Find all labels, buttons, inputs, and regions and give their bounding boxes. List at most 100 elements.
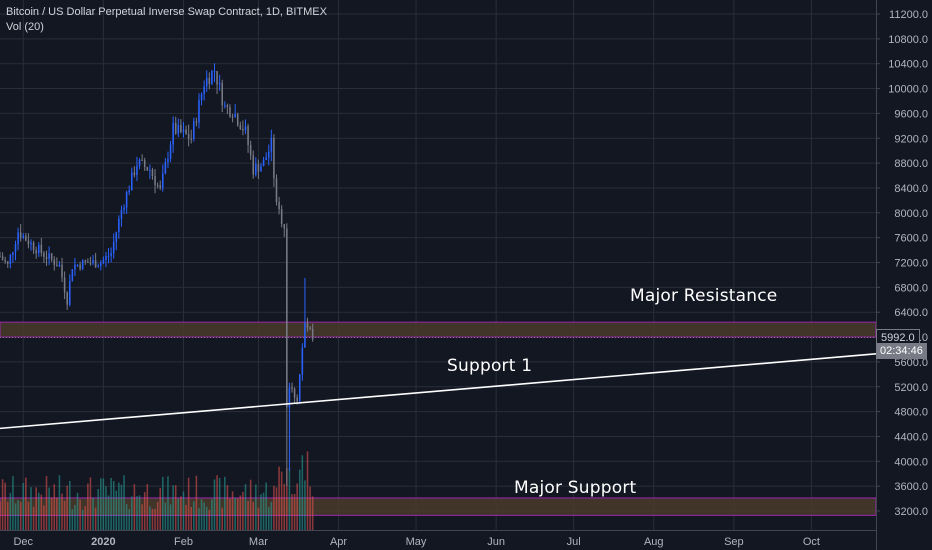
- price-tick-label: 5200.0: [894, 382, 928, 394]
- candle-body: [136, 165, 138, 176]
- volume-bar: [275, 487, 278, 530]
- volume-bar: [252, 502, 255, 530]
- candle-body: [236, 114, 239, 126]
- candle-body: [84, 260, 87, 262]
- volume-indicator-label[interactable]: Vol (20): [6, 21, 44, 33]
- candle-body: [172, 122, 174, 145]
- volume-bar: [306, 451, 309, 530]
- candle-body: [180, 124, 182, 133]
- volume-bar: [293, 493, 296, 530]
- volume-bar: [185, 505, 187, 530]
- volume-bar: [97, 488, 99, 530]
- volume-bar: [180, 496, 182, 530]
- candle-body: [131, 172, 133, 191]
- candle-body: [30, 242, 32, 245]
- volume-bar: [131, 496, 133, 530]
- candle-body: [35, 250, 37, 254]
- candle-body: [304, 323, 306, 348]
- volume-bar: [100, 478, 102, 530]
- volume-bar: [203, 502, 205, 530]
- candle-body: [43, 252, 45, 257]
- candle-body: [234, 114, 236, 117]
- candle-body: [102, 259, 105, 264]
- volume-bar: [48, 487, 50, 530]
- candle-body: [58, 264, 61, 267]
- support-1-trendline: [0, 353, 877, 430]
- candle-body: [162, 173, 164, 189]
- volume-bar: [74, 504, 76, 530]
- volume-bar: [149, 506, 151, 530]
- volume-bar: [37, 492, 40, 530]
- candle-body: [260, 166, 262, 172]
- volume-bar: [229, 498, 231, 530]
- price-zone: [0, 321, 877, 338]
- candle-body: [221, 83, 224, 106]
- volume-bar: [141, 504, 143, 530]
- last-price-tag: 5992.0: [876, 329, 920, 345]
- volume-bar: [125, 504, 128, 530]
- time-axis[interactable]: Dec 2020 Feb Mar Apr May Jun Jul Aug Sep Oct: [0, 530, 876, 549]
- volume-bar: [226, 485, 229, 530]
- volume-bar: [267, 507, 270, 530]
- candle-body: [273, 137, 275, 179]
- candle-body: [244, 126, 247, 131]
- volume-bar: [286, 468, 288, 530]
- candle-body: [239, 125, 242, 130]
- candle-body: [226, 105, 229, 107]
- price-tick-label: 6800.0: [894, 282, 928, 294]
- price-tick-label: 8800.0: [894, 158, 928, 170]
- candle-body: [40, 244, 43, 253]
- volume-bar: [110, 477, 112, 530]
- volume-bar: [81, 509, 84, 530]
- volume-bar: [107, 495, 110, 530]
- candle-body: [125, 192, 128, 208]
- candle-body: [149, 169, 151, 171]
- candle-body: [37, 244, 40, 254]
- volume-bar: [40, 494, 43, 530]
- candle-body: [9, 255, 12, 264]
- volume-bar: [58, 475, 61, 530]
- candle-body: [293, 388, 296, 398]
- candle-body: [100, 263, 102, 267]
- candle-body: [128, 190, 130, 193]
- volume-bar: [143, 492, 146, 530]
- volume-bar: [50, 497, 53, 530]
- candle-body: [193, 121, 195, 139]
- volume-bar: [195, 475, 198, 530]
- price-tick-label: 10000.0: [888, 84, 928, 96]
- volume-bar: [216, 475, 218, 530]
- price-tick-label: 4400.0: [894, 431, 928, 443]
- time-tick-label: Mar: [249, 536, 268, 548]
- candle-body: [79, 264, 81, 269]
- volume-bar: [224, 476, 226, 530]
- candle-body: [110, 253, 112, 256]
- volume-bar: [247, 501, 249, 530]
- candle-body: [151, 169, 154, 177]
- candle-body: [156, 185, 159, 187]
- volume-bar: [66, 485, 68, 530]
- candle-body: [63, 277, 66, 293]
- volume-bar: [133, 484, 136, 530]
- volume-bar: [79, 499, 81, 530]
- candle-body: [32, 242, 35, 251]
- candle-body: [118, 218, 120, 233]
- candle-body: [229, 106, 231, 117]
- candle-body: [71, 269, 74, 281]
- candle-body: [4, 260, 6, 262]
- candle-body: [252, 155, 255, 175]
- time-tick-label: Feb: [174, 536, 193, 548]
- volume-bar: [177, 498, 180, 530]
- candle-body: [146, 167, 149, 171]
- candle-body: [25, 235, 27, 241]
- price-tick-label: 3200.0: [894, 506, 928, 518]
- volume-bar: [208, 509, 211, 530]
- volume-bar: [162, 476, 164, 530]
- candle-body: [174, 122, 177, 134]
- time-tick-label: Apr: [330, 536, 347, 548]
- volume-bar: [118, 482, 120, 530]
- time-tick-label: Jun: [487, 536, 505, 548]
- candle-body: [296, 397, 298, 402]
